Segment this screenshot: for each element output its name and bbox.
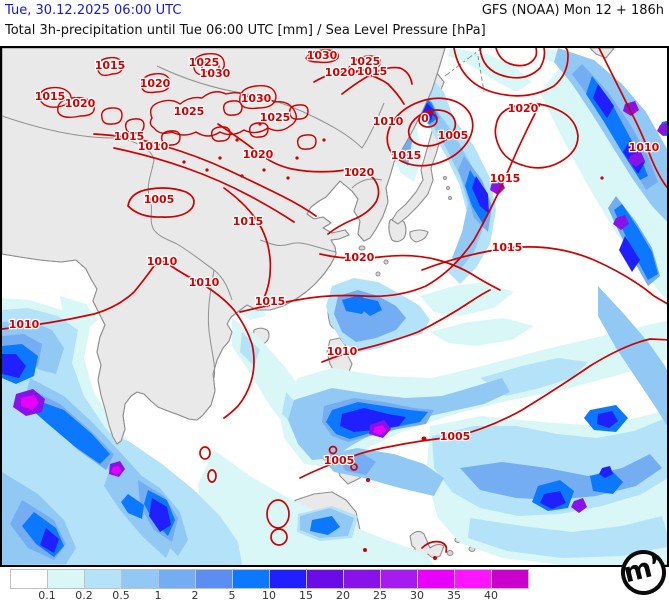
legend-swatch	[491, 569, 529, 589]
isobar-value-label: 1010	[138, 140, 169, 153]
legend-swatch	[417, 569, 455, 589]
isobar-value-label: 1020	[344, 166, 375, 179]
legend-swatch	[232, 569, 270, 589]
legend-tick-label: 20	[336, 589, 350, 600]
isobar-value-label: 1015	[492, 241, 523, 254]
isobar-value-label: 1020	[243, 148, 274, 161]
legend-tick-label: 0.2	[75, 589, 93, 600]
isobar-value-label: 1020	[325, 66, 356, 79]
isobar-value-label: 1020	[140, 77, 171, 90]
isobar-value-label: 1010	[147, 255, 178, 268]
isobar-value-label: 1015	[35, 90, 66, 103]
valid-datetime: Tue, 30.12.2025 06:00 UTC	[5, 3, 182, 18]
legend-tick-label: 2	[191, 589, 199, 600]
legend-swatch	[343, 569, 381, 589]
legend-swatch	[269, 569, 307, 589]
isobar-value-label: 1010	[327, 345, 358, 358]
isobar-value-label: 1025	[260, 111, 291, 124]
isobar-value-label: 1025	[174, 105, 205, 118]
legend-tick-label: 0.5	[112, 589, 130, 600]
isobar-value-label: 1020	[508, 102, 539, 115]
isobar-value-label: 0	[421, 112, 429, 125]
legend-tick-label: 0.1	[38, 589, 56, 600]
isobar-value-label: 1015	[490, 172, 521, 185]
precipitation-layer	[2, 48, 669, 565]
legend-tick-label: 5	[228, 589, 236, 600]
isobar-value-label: 1020	[344, 251, 375, 264]
isobar-value-label: 1025	[189, 56, 220, 69]
isobar-value-label: 1015	[255, 295, 286, 308]
legend-tick-label: 15	[299, 589, 313, 600]
model-run-info: GFS (NOAA) Mon 12 + 186h	[481, 3, 664, 18]
isobar-value-label: 1020	[65, 97, 96, 110]
legend-swatches	[10, 569, 529, 589]
legend-swatch	[158, 569, 196, 589]
shikoku	[409, 229, 429, 243]
coastline-layer	[1, 47, 485, 445]
legend-swatch	[47, 569, 85, 589]
isobar-value-label: 1015	[233, 215, 264, 228]
legend-tick-label: 1	[154, 589, 162, 600]
isobar-value-label: 1015	[357, 65, 388, 78]
isobar-value-label: 1030	[307, 49, 338, 62]
legend-tick-label: 40	[484, 589, 498, 600]
isobar-specks	[182, 122, 604, 560]
isobar-value-label: 1005	[440, 430, 471, 443]
isobar-value-label: 1010	[189, 276, 220, 289]
legend-swatch	[454, 569, 492, 589]
forecast-map: 1015 1025 1030 1030 1025 1020 1015 1015 1020 1020…	[0, 46, 669, 567]
isobar-value-label: 1025	[350, 55, 381, 68]
isobar-value-label: 1030	[200, 67, 231, 80]
legend-swatch	[10, 569, 48, 589]
isobar-value-label: 1005	[144, 193, 175, 206]
legend-swatch	[380, 569, 418, 589]
isobar-value-label: 1015	[391, 149, 422, 162]
isobar-value-label: 1010	[629, 141, 660, 154]
header: Tue, 30.12.2025 06:00 UTC GFS (NOAA) Mon…	[0, 0, 669, 46]
map-title: Total 3h-precipitation until Tue 06:00 U…	[5, 23, 486, 38]
legend-tick-label: 35	[447, 589, 461, 600]
isobar-value-label: 1015	[95, 59, 126, 72]
legend-tick-label: 30	[410, 589, 424, 600]
isobar-layer	[1, 47, 669, 560]
logo-letter: m’	[620, 549, 666, 590]
legend-swatch	[121, 569, 159, 589]
isobar-value-label: 1030	[241, 92, 272, 105]
isobar-value-label: 1010	[373, 115, 404, 128]
legend-swatch	[195, 569, 233, 589]
legend-swatch	[306, 569, 344, 589]
isobar-value-label: 1015	[114, 130, 145, 143]
isobar-value-label: 1005	[438, 129, 469, 142]
legend-tick-label: 25	[373, 589, 387, 600]
precipitation-legend: 0.1 0.2 0.5 1 2 5 10 15 20 25 30 35 40	[10, 569, 550, 600]
legend-swatch	[84, 569, 122, 589]
isobar-value-label: 1010	[9, 318, 40, 331]
isobar-value-label: 1005	[324, 454, 355, 467]
legend-tick-label: 10	[262, 589, 276, 600]
kuril-chain-line	[444, 47, 483, 77]
